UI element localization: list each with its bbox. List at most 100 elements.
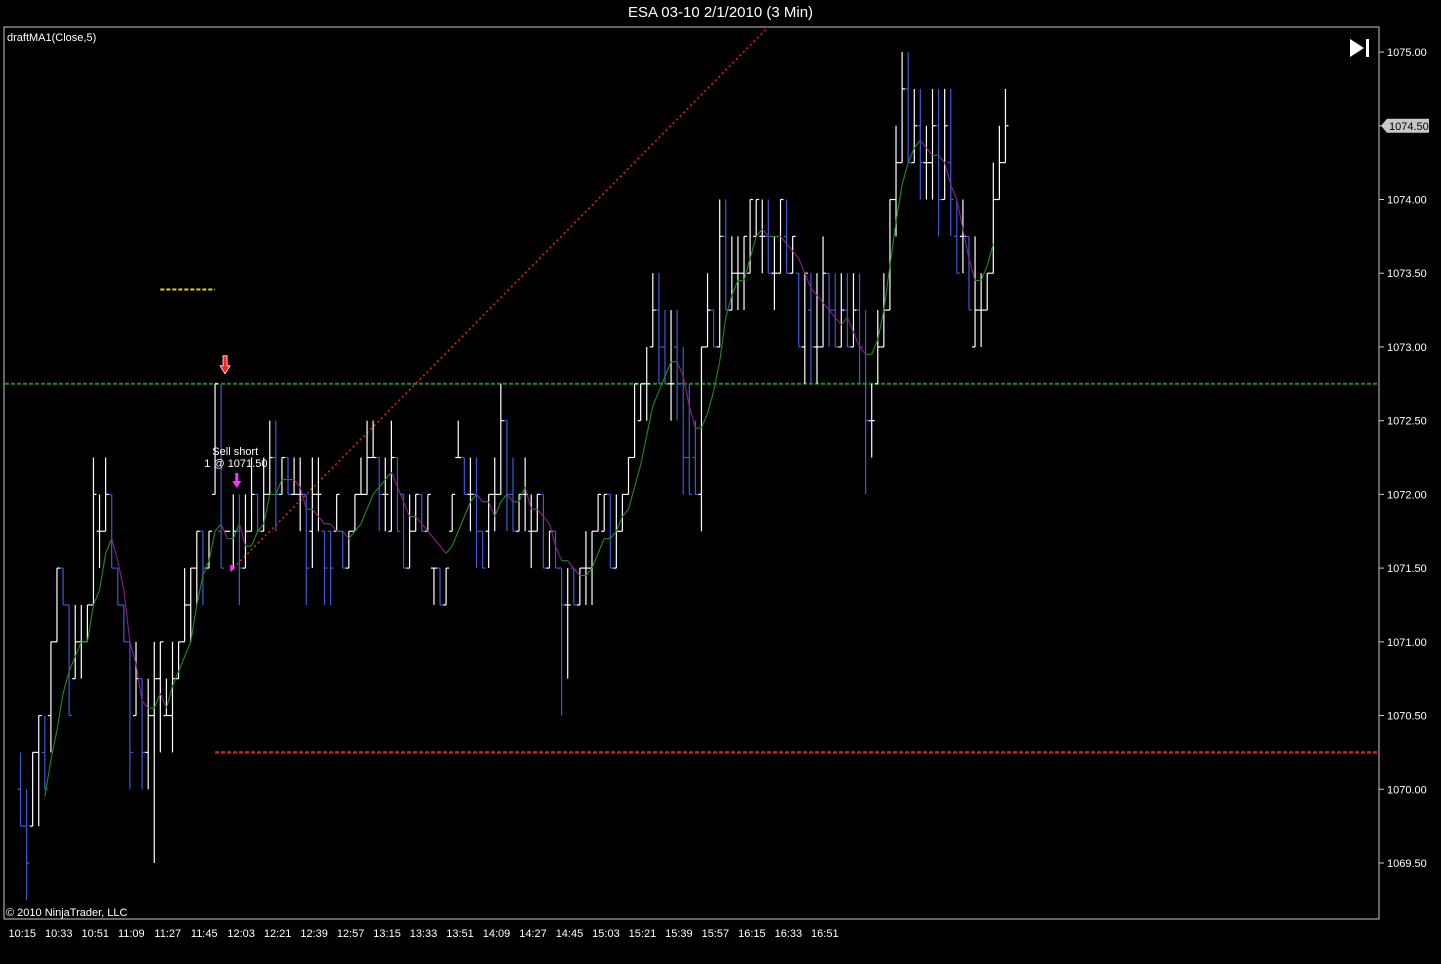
ohlc-bar: [291, 457, 298, 495]
ohlc-bar: [114, 567, 121, 606]
ohlc-bar: [424, 493, 431, 532]
ohlc-bar: [66, 604, 73, 717]
ohlc-bar: [631, 383, 638, 459]
ohlc-bar: [923, 125, 930, 200]
ohlc-bar: [285, 456, 292, 495]
ma-segment: [591, 553, 599, 569]
ma-segment: [840, 317, 848, 326]
ma-segment: [846, 317, 854, 333]
ohlc-bar: [41, 715, 48, 790]
scroll-to-end-icon[interactable]: [1348, 36, 1372, 60]
ohlc-bar: [911, 88, 918, 164]
x-tick-label: 10:15: [9, 928, 37, 940]
ohlc-bar: [72, 604, 79, 680]
ohlc-bar: [242, 494, 249, 569]
ma-segment: [956, 199, 964, 230]
x-tick-label: 15:39: [665, 928, 693, 940]
ohlc-bar: [728, 236, 735, 311]
ohlc-bar: [759, 199, 766, 274]
ohlc-bar: [351, 493, 358, 532]
x-tick-label: 11:45: [191, 928, 218, 940]
ohlc-bar: [947, 88, 954, 237]
ohlc-bar: [509, 457, 516, 532]
ohlc-bar: [996, 125, 1003, 201]
ma-segment: [251, 531, 259, 547]
ohlc-bar: [443, 567, 450, 606]
ohlc-bar: [546, 530, 553, 569]
ma-segment: [798, 258, 806, 274]
ma-segment: [664, 361, 672, 377]
ohlc-bar: [965, 235, 972, 311]
ma-segment: [421, 523, 429, 532]
ohlc-bar: [193, 530, 200, 605]
ma-segment: [111, 538, 119, 561]
ma-segment: [761, 228, 769, 237]
x-tick-label: 12:21: [264, 928, 292, 940]
ma-segment: [944, 162, 952, 185]
x-tick-label: 16:33: [775, 928, 803, 940]
ma-segment: [488, 501, 496, 517]
ma-segment: [135, 663, 143, 701]
ohlc-bar: [278, 456, 285, 495]
ma-segment: [275, 479, 283, 495]
ohlc-bar: [832, 273, 839, 348]
ma-segment: [518, 486, 526, 502]
ma-segment: [548, 523, 557, 547]
ma-segment: [700, 413, 709, 429]
ohlc-bar: [23, 789, 30, 900]
x-tick-label: 14:09: [483, 928, 511, 940]
ohlc-bar: [516, 493, 523, 532]
ohlc-bar: [710, 309, 717, 348]
ma-segment: [755, 228, 763, 237]
ohlc-bar: [181, 568, 188, 643]
ohlc-bar: [564, 568, 571, 679]
ma-segment: [883, 265, 891, 311]
ma-segment: [688, 405, 696, 429]
ma-segment: [494, 501, 502, 517]
ma-segment: [44, 759, 52, 797]
ma-segment: [390, 472, 398, 488]
ohlc-bar: [126, 641, 133, 790]
ohlc-bar: [461, 456, 468, 495]
ma-segment: [567, 560, 575, 569]
ma-segment: [342, 530, 350, 539]
ohlc-bar: [576, 567, 583, 606]
ohlc-bar: [935, 88, 942, 237]
x-tick-label: 13:33: [410, 928, 438, 940]
ma-segment: [427, 530, 435, 539]
ohlc-bar: [655, 273, 662, 384]
ohlc-bar: [418, 493, 425, 532]
ohlc-bar: [643, 346, 650, 421]
ohlc-bar: [844, 273, 851, 348]
ma-segment: [178, 656, 186, 672]
ohlc-bar: [485, 493, 492, 569]
x-tick-label: 12:39: [300, 928, 328, 940]
ohlc-bar: [467, 457, 474, 532]
x-tick-label: 16:51: [811, 928, 839, 940]
ma-segment: [585, 567, 593, 576]
ohlc-bar: [862, 310, 869, 495]
ma-segment: [415, 516, 423, 525]
ohlc-bar: [704, 273, 711, 348]
trade-label-line1: Sell short: [212, 446, 258, 458]
x-tick-label: 12:57: [337, 928, 365, 940]
x-tick-label: 16:15: [738, 928, 766, 940]
ohlc-bar: [661, 310, 668, 385]
ma-segment: [62, 671, 70, 694]
x-tick-label: 15:57: [702, 928, 730, 940]
trade-label-line2: 1 @ 1071.50: [204, 458, 267, 470]
ohlc-bar: [534, 493, 541, 532]
x-tick-label: 11:09: [118, 928, 145, 940]
ma-segment: [238, 523, 246, 547]
ohlc-bar: [813, 273, 820, 384]
ohlc-bar: [187, 567, 194, 642]
ohlc-bar: [17, 752, 24, 827]
ohlc-bar: [734, 236, 741, 311]
ma-segment: [682, 376, 690, 407]
ohlc-bar: [771, 236, 778, 311]
ohlc-bar: [406, 494, 413, 569]
ohlc-bar: [953, 199, 960, 274]
ma-segment: [317, 516, 325, 525]
ohlc-bar: [497, 383, 504, 495]
